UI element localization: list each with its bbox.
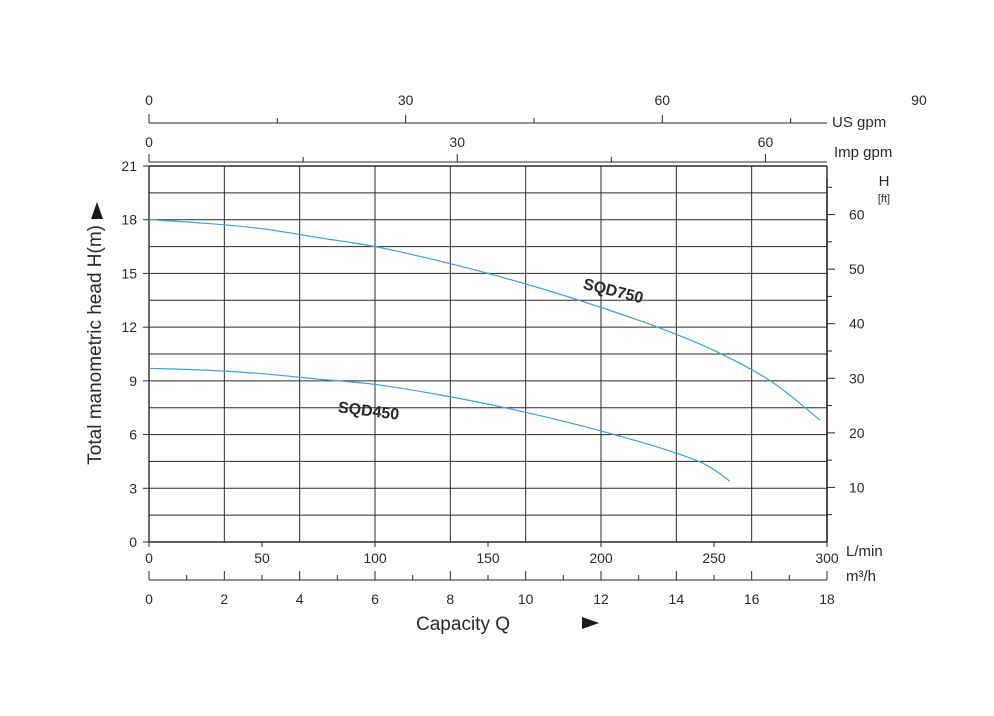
imp-gpm-tick-label: 0 xyxy=(145,134,153,150)
x-tick-label: 200 xyxy=(589,550,613,566)
y-tick-label: 15 xyxy=(121,265,137,281)
curve-sqd750 xyxy=(148,219,821,421)
x-unit-label: L/min xyxy=(846,543,883,560)
right-tick-label: 30 xyxy=(849,370,865,386)
chart-curves xyxy=(148,219,821,482)
y-tick-label: 12 xyxy=(121,319,137,335)
us-gpm-tick-label: 0 xyxy=(145,92,153,108)
m3h-tick-label: 0 xyxy=(145,591,153,607)
y-axis-title: Total manometric head H(m) xyxy=(85,225,106,465)
right-axis-label: H xyxy=(879,173,890,190)
x-axis-arrow xyxy=(582,617,599,629)
right-tick-label: 40 xyxy=(849,316,865,332)
m3h-tick-label: 2 xyxy=(220,591,228,607)
chart-axes: 0369121518211020304050600306090120150180… xyxy=(121,92,927,607)
right-tick-label: 60 xyxy=(849,207,865,223)
y-axis-arrow xyxy=(91,202,103,219)
m3h-tick-label: 18 xyxy=(819,591,835,607)
m3h-tick-label: 12 xyxy=(593,591,609,607)
us-gpm-label: US gpm xyxy=(832,114,886,131)
imp-gpm-tick-label: 60 xyxy=(758,134,774,150)
x-tick-label: 300 xyxy=(815,550,839,566)
m3h-tick-label: 14 xyxy=(669,591,685,607)
y-tick-label: 18 xyxy=(121,212,137,228)
imp-gpm-label: Imp gpm xyxy=(834,144,892,161)
x-tick-label: 0 xyxy=(145,550,153,566)
us-gpm-tick-label: 90 xyxy=(911,92,927,108)
m3h-tick-label: 10 xyxy=(518,591,534,607)
curve-label-sqd750: SQD750 xyxy=(581,276,645,307)
x-axis-title: Capacity Q xyxy=(416,614,510,635)
y-tick-label: 9 xyxy=(129,373,137,389)
x-tick-label: 250 xyxy=(702,550,726,566)
m3h-tick-label: 6 xyxy=(371,591,379,607)
y-tick-label: 3 xyxy=(129,480,137,496)
curve-sqd450 xyxy=(148,367,731,482)
curve-label-sqd450: SQD450 xyxy=(337,399,400,423)
m3h-unit-label: m³/h xyxy=(846,568,876,585)
m3h-tick-label: 8 xyxy=(446,591,454,607)
y-tick-label: 21 xyxy=(121,158,137,174)
x-tick-label: 150 xyxy=(476,550,500,566)
m3h-tick-label: 4 xyxy=(296,591,304,607)
y-tick-label: 6 xyxy=(129,427,137,443)
y-tick-label: 0 xyxy=(129,534,137,550)
us-gpm-tick-label: 60 xyxy=(655,92,671,108)
m3h-tick-label: 16 xyxy=(744,591,760,607)
x-tick-label: 100 xyxy=(363,550,387,566)
right-tick-label: 20 xyxy=(849,425,865,441)
right-axis-unit: [ft] xyxy=(878,193,890,205)
x-tick-label: 50 xyxy=(254,550,270,566)
chart-grid xyxy=(148,165,828,543)
imp-gpm-tick-label: 30 xyxy=(449,134,465,150)
us-gpm-tick-label: 30 xyxy=(398,92,414,108)
right-tick-label: 10 xyxy=(849,479,865,495)
right-tick-label: 50 xyxy=(849,261,865,277)
